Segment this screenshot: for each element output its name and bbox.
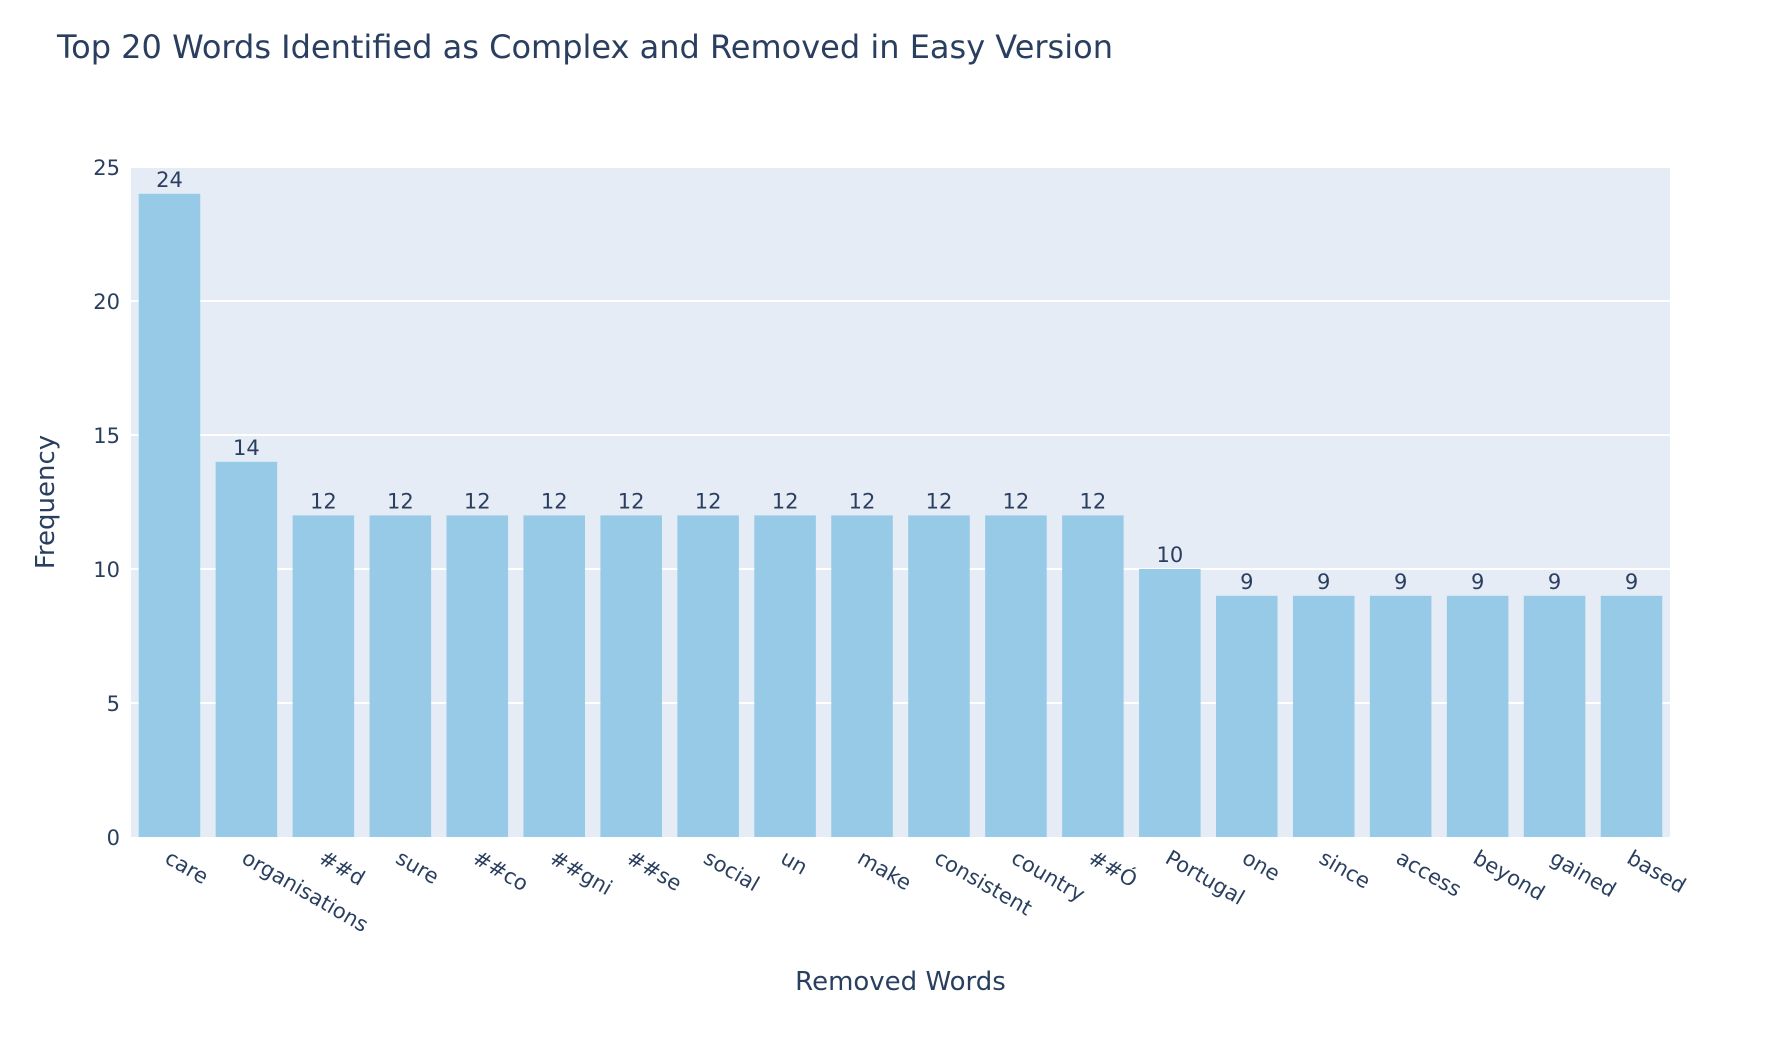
bar-2[interactable] [292,515,355,837]
bar-13[interactable] [1139,569,1201,837]
y-tick-label: 15 [93,424,120,448]
x-tick-label: make [854,846,916,896]
y-tick-label: 10 [93,558,120,582]
data-label: 12 [541,489,568,513]
chart-title: Top 20 Words Identified as Complex and R… [57,28,1113,66]
data-label: 9 [1394,570,1407,594]
data-label: 9 [1548,570,1561,594]
data-label: 12 [772,489,799,513]
data-label: 12 [926,489,953,513]
x-tick-label: ##co [469,846,533,897]
x-tick-label: since [1315,846,1374,894]
data-label: 9 [1317,570,1330,594]
data-label: 10 [1156,543,1183,567]
data-label: 12 [618,489,645,513]
bar-7[interactable] [677,515,739,837]
data-label: 9 [1471,570,1484,594]
x-axis-ticks: care organisations##d sure ##co ##gni ##se soc… [161,845,1690,937]
bar-14[interactable] [1215,595,1278,837]
data-label: 24 [156,168,183,192]
x-axis-title: Removed Words [795,967,1006,997]
y-axis-title: Frequency [31,435,61,569]
data-label: 14 [233,436,260,460]
y-tick-label: 0 [107,826,120,850]
bar-3[interactable] [369,515,432,837]
data-label: 12 [1003,489,1030,513]
data-label: 12 [695,489,722,513]
x-tick-label: gained [1546,846,1620,903]
x-tick-label: social [700,846,764,897]
x-tick-label: beyond [1469,846,1549,906]
x-tick-label: access [1392,846,1465,902]
bar-17[interactable] [1446,595,1509,837]
x-tick-label: ##gni [546,846,617,901]
bar-4[interactable] [446,515,509,837]
bar-19[interactable] [1600,595,1663,837]
bar-1[interactable] [215,461,278,837]
x-tick-label: care [161,846,212,890]
bar-9[interactable] [831,515,893,837]
y-axis-ticks: 0 5 10 15 20 25 [93,156,120,850]
plot-area [131,167,1670,837]
data-label: 12 [849,489,876,513]
data-label: 9 [1240,570,1253,594]
x-tick-label: sure [392,846,443,889]
x-tick-label: ##d [315,846,369,891]
bar-16[interactable] [1369,595,1432,837]
bar-10[interactable] [908,515,970,837]
x-tick-label: Portugal [1161,846,1248,910]
bar-5[interactable] [523,515,586,837]
x-tick-label: based [1623,846,1690,898]
x-tick-label: ##Ó [1084,845,1141,893]
data-label: 12 [387,489,414,513]
data-label: 12 [1080,489,1107,513]
data-label: 12 [310,489,337,513]
y-tick-label: 20 [93,290,120,314]
bar-11[interactable] [985,515,1047,837]
bar-8[interactable] [754,515,816,837]
x-tick-label: one [1238,846,1284,886]
bar-6[interactable] [600,515,662,837]
y-tick-label: 25 [93,156,120,180]
x-tick-label: un [777,846,812,880]
bar-18[interactable] [1523,595,1586,837]
data-label: 12 [464,489,491,513]
y-tick-label: 5 [107,692,120,716]
data-label: 9 [1625,570,1638,594]
x-tick-label: ##se [623,846,686,896]
bar-12[interactable] [1062,515,1124,837]
bar-15[interactable] [1292,595,1355,837]
bars [138,193,1663,838]
bar-0[interactable] [138,193,201,838]
data-labels: 24 14 12 12 12 12 12 12 12 12 12 12 12 10 9 9 9 9 9 9 [156,168,1638,594]
